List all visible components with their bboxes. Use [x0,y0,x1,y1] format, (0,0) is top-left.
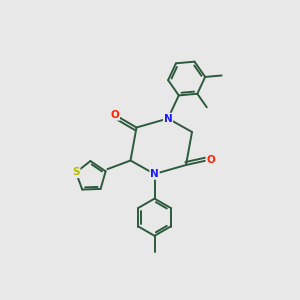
Text: O: O [110,110,119,120]
Text: S: S [72,167,80,177]
Text: N: N [164,113,172,124]
Text: O: O [206,154,215,165]
Text: N: N [150,169,159,179]
